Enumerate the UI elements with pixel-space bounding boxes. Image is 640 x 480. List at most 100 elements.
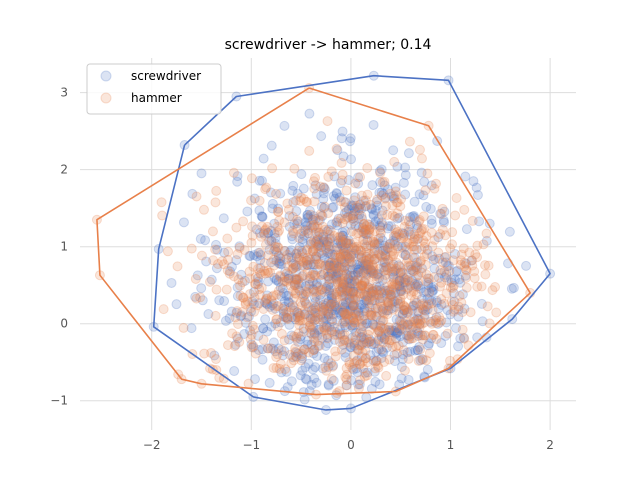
- data-point: [419, 317, 430, 328]
- data-point: [387, 281, 398, 292]
- data-point: [357, 280, 368, 291]
- data-point: [458, 243, 469, 254]
- legend-marker-hammer: [100, 92, 112, 104]
- data-point: [358, 311, 369, 322]
- data-point: [376, 352, 387, 363]
- data-point: [299, 305, 310, 316]
- data-point: [481, 235, 492, 246]
- data-point: [368, 119, 379, 130]
- data-point: [340, 197, 351, 208]
- data-point: [268, 298, 279, 309]
- data-point: [262, 265, 273, 276]
- data-point: [263, 228, 274, 239]
- data-point: [436, 208, 447, 219]
- data-point: [418, 190, 429, 201]
- data-point: [376, 164, 387, 175]
- data-point: [297, 234, 308, 245]
- data-point: [413, 281, 424, 292]
- data-point: [295, 334, 306, 345]
- data-point: [406, 290, 417, 301]
- data-point: [252, 273, 263, 284]
- data-point: [314, 340, 325, 351]
- data-point: [332, 220, 343, 231]
- data-point: [284, 297, 295, 308]
- data-point: [268, 337, 279, 348]
- data-point: [317, 210, 328, 221]
- data-point: [504, 226, 515, 237]
- data-point: [335, 178, 346, 189]
- data-point: [469, 266, 480, 277]
- data-point: [336, 265, 347, 276]
- data-point: [483, 260, 494, 271]
- data-point: [360, 201, 371, 212]
- data-point: [450, 210, 461, 221]
- data-point: [396, 286, 407, 297]
- data-point: [397, 267, 408, 278]
- data-point: [421, 201, 432, 212]
- data-point: [409, 300, 420, 311]
- data-point: [400, 316, 411, 327]
- data-point: [375, 232, 386, 243]
- data-point: [367, 318, 378, 329]
- data-point: [433, 247, 444, 258]
- data-point: [321, 239, 332, 250]
- data-point: [237, 306, 248, 317]
- data-point: [420, 185, 431, 196]
- data-point: [398, 304, 409, 315]
- data-point: [370, 303, 381, 314]
- data-point: [379, 262, 390, 273]
- data-point: [350, 269, 361, 280]
- data-point: [232, 282, 243, 293]
- data-point: [402, 237, 413, 248]
- data-point: [435, 228, 446, 239]
- data-point: [308, 176, 319, 187]
- data-point: [289, 279, 300, 290]
- data-point: [345, 304, 356, 315]
- data-point: [323, 361, 334, 372]
- data-point: [321, 320, 332, 331]
- data-point: [368, 319, 379, 330]
- data-point: [412, 345, 423, 356]
- data-point: [300, 224, 311, 235]
- data-point: [383, 305, 394, 316]
- data-point: [360, 195, 371, 206]
- data-point: [461, 282, 472, 293]
- data-point: [382, 241, 393, 252]
- data-point: [311, 251, 322, 262]
- data-point: [377, 177, 388, 188]
- data-point: [353, 306, 364, 317]
- data-point: [393, 267, 404, 278]
- data-point: [365, 350, 376, 361]
- data-point: [390, 182, 401, 193]
- data-point: [351, 291, 362, 302]
- data-point: [274, 258, 285, 269]
- data-point: [342, 251, 353, 262]
- data-point: [383, 221, 394, 232]
- data-point: [357, 315, 368, 326]
- data-point: [377, 316, 388, 327]
- data-point: [424, 273, 435, 284]
- data-point: [401, 330, 412, 341]
- data-point: [373, 248, 384, 259]
- data-point: [337, 330, 348, 341]
- data-point: [352, 263, 363, 274]
- data-point: [264, 301, 275, 312]
- data-point: [328, 309, 339, 320]
- data-point: [389, 265, 400, 276]
- data-point: [353, 203, 364, 214]
- data-point: [270, 318, 281, 329]
- data-point: [318, 313, 329, 324]
- data-point: [389, 349, 400, 360]
- data-point: [508, 282, 519, 293]
- data-point: [446, 274, 457, 285]
- data-point: [382, 297, 393, 308]
- data-point: [329, 299, 340, 310]
- data-point: [400, 162, 411, 173]
- data-point: [359, 265, 370, 276]
- data-point: [281, 276, 292, 287]
- data-point: [298, 387, 309, 398]
- data-point: [285, 280, 296, 291]
- data-point: [287, 300, 298, 311]
- data-point: [335, 324, 346, 335]
- data-point: [254, 195, 265, 206]
